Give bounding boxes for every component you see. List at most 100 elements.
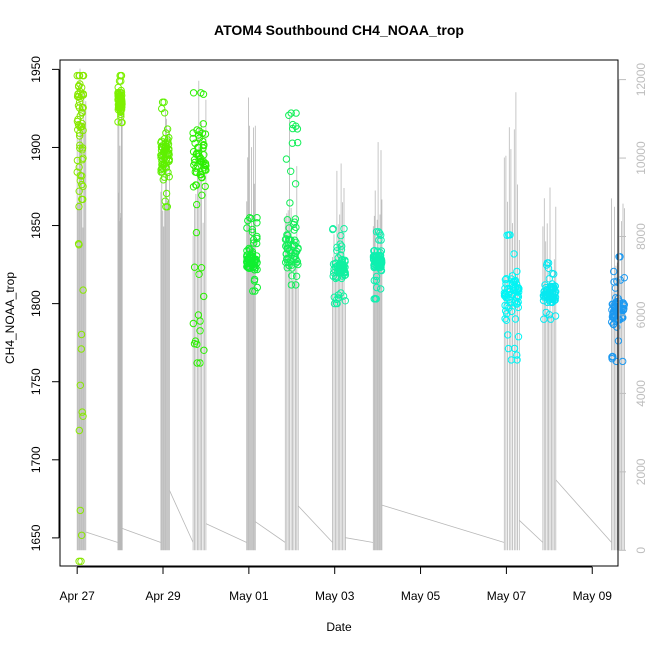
data-point [514, 333, 523, 341]
data-point [513, 356, 521, 364]
data-point [375, 236, 383, 244]
data-point [253, 259, 261, 267]
data-point [74, 126, 82, 134]
data-point [193, 340, 201, 348]
data-point [283, 245, 292, 253]
data-point [78, 83, 86, 92]
data-point [75, 202, 83, 211]
data-point [197, 154, 205, 163]
data-point [337, 245, 346, 254]
series-10 [539, 259, 560, 323]
data-point [161, 139, 170, 148]
right-tick-label: 2000 [634, 458, 648, 485]
y-axis: 1650 1700 1750 1800 1850 1900 1950 [29, 56, 60, 551]
data-point [76, 80, 84, 88]
data-point [78, 108, 86, 116]
data-point [292, 281, 300, 289]
right-tick-label: 10000 [634, 141, 648, 175]
data-point [616, 276, 625, 284]
data-point [502, 280, 510, 288]
data-point [609, 320, 618, 329]
data-point [513, 351, 521, 359]
data-point [287, 281, 296, 289]
data-point [333, 247, 341, 255]
data-point [77, 345, 86, 353]
data-point [501, 276, 510, 284]
data-point [373, 254, 382, 263]
data-point [285, 111, 293, 120]
data-point [503, 231, 511, 240]
right-axis: 0 2000 4000 6000 8000 10000 12000 [618, 63, 648, 554]
x-tick-label: May 05 [401, 589, 441, 603]
data-point [161, 197, 169, 205]
data-point [337, 231, 345, 240]
data-point [285, 261, 293, 270]
altitude-trace-7 [297, 163, 346, 551]
data-point [293, 125, 302, 133]
right-tick-label: 6000 [634, 301, 648, 328]
data-point [291, 236, 299, 244]
data-point [620, 302, 628, 310]
data-point [78, 180, 86, 189]
data-point [190, 161, 198, 169]
data-point [196, 327, 204, 335]
data-point [610, 267, 618, 276]
data-point [73, 92, 82, 101]
data-point [329, 260, 338, 268]
altitude-trace-10 [519, 187, 557, 551]
data-point [195, 127, 204, 135]
altitude-trace-9 [381, 92, 520, 551]
data-point [253, 214, 261, 222]
data-point [284, 231, 292, 240]
data-point [253, 283, 261, 292]
data-point [193, 359, 201, 367]
data-point [117, 72, 125, 80]
x-axis: Apr 27 Apr 29 May 01 May 03 May 05 May 07 May … [59, 566, 613, 603]
data-point [190, 263, 199, 271]
data-point [198, 174, 206, 182]
data-point [370, 276, 378, 285]
data-point [244, 255, 252, 263]
series-1 [73, 71, 88, 565]
altitude-trace-6 [255, 117, 299, 551]
data-point [504, 291, 513, 299]
x-tick-label: May 07 [487, 589, 527, 603]
data-point [544, 259, 553, 267]
data-point [116, 93, 125, 101]
data-point [161, 153, 170, 161]
data-point [77, 330, 86, 339]
data-point [74, 90, 82, 98]
x-tick-label: May 09 [573, 589, 613, 603]
data-point [377, 257, 386, 265]
y-tick-label: 1800 [29, 290, 43, 317]
y-axis-label: CH4_NOAA_trop [3, 272, 17, 364]
altitude-traces [76, 68, 625, 551]
x-axis-label: Date [326, 620, 352, 634]
data-point [115, 77, 124, 85]
data-point [333, 264, 342, 272]
y-tick-label: 1850 [29, 212, 43, 239]
data-point [504, 344, 513, 353]
data-point [282, 250, 291, 258]
data-point [189, 148, 198, 156]
data-point [78, 144, 87, 152]
data-point [157, 154, 165, 162]
data-points [73, 71, 628, 565]
data-point [199, 120, 208, 128]
data-point [284, 240, 293, 248]
data-point [548, 291, 556, 300]
data-point [246, 264, 254, 272]
data-point [542, 283, 550, 292]
data-point [372, 276, 381, 285]
series-6 [281, 109, 302, 289]
series-7 [329, 225, 350, 308]
data-point [78, 408, 86, 416]
data-point [75, 557, 83, 565]
data-point [509, 285, 518, 293]
data-point [253, 219, 261, 227]
data-point [369, 252, 378, 260]
y-tick-label: 1700 [29, 446, 43, 473]
data-point [616, 253, 624, 261]
data-point [195, 144, 203, 152]
data-point [249, 287, 257, 295]
